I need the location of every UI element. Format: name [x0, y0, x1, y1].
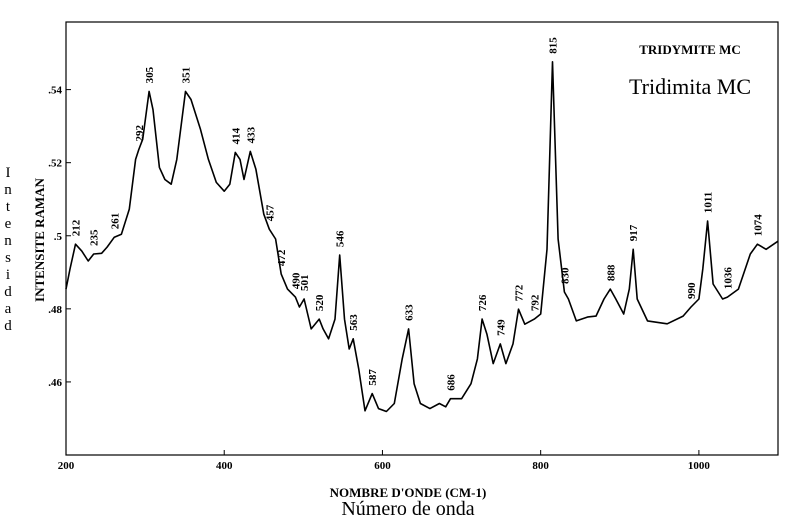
x-tick-label: 400 [216, 460, 233, 472]
peak-label: 305 [144, 66, 156, 83]
peak-label: 726 [477, 294, 489, 311]
peak-label: 563 [348, 314, 360, 331]
x-tick-label: 1000 [688, 460, 711, 472]
peak-label: 261 [109, 213, 121, 230]
peak-label: 1074 [752, 214, 764, 237]
y-tick-label: .48 [48, 304, 62, 316]
peak-label: 792 [529, 294, 541, 311]
peak-label: 686 [446, 374, 458, 391]
y-axis-label: INTENSITE RAMAN [32, 177, 47, 301]
peak-label: 749 [495, 319, 507, 336]
peak-label: 490 [290, 272, 302, 289]
peak-label: 501 [299, 275, 311, 292]
peak-label: 292 [134, 125, 146, 142]
peak-label: 815 [548, 37, 560, 54]
peak-label: 433 [245, 126, 257, 143]
y-axis-label-2: Intensidad [0, 165, 16, 335]
plot-frame [65, 21, 779, 456]
peak-label: 1011 [703, 192, 715, 213]
x-tick-label: 800 [532, 460, 549, 472]
x-axis-label-2: Número de onda [341, 498, 474, 518]
peak-label: 414 [230, 127, 242, 144]
peak-label: 587 [367, 369, 379, 386]
peak-label: 546 [335, 230, 347, 247]
x-tick-label: 200 [58, 460, 75, 472]
y-tick-label: .52 [48, 158, 62, 170]
peak-label: 633 [404, 304, 416, 321]
peak-label: 351 [181, 67, 193, 84]
chart-title: TRIDYMITE MC [639, 42, 740, 57]
y-tick-label: .5 [54, 231, 63, 243]
y-tick-label: .46 [48, 377, 62, 389]
chart-subtitle: Tridimita MC [629, 74, 751, 99]
x-tick-label: 600 [374, 460, 391, 472]
spectrum-line [65, 61, 779, 413]
peak-label: 772 [514, 284, 526, 301]
peak-label: 235 [89, 229, 101, 246]
peak-label: 1036 [722, 267, 734, 290]
peak-label: 212 [71, 219, 83, 236]
peak-label: 457 [264, 204, 276, 221]
x-axis-label: NOMBRE D'ONDE (CM-1) [330, 485, 487, 500]
peak-label: 472 [276, 249, 288, 266]
peak-label: 830 [559, 267, 571, 284]
peak-label: 990 [686, 282, 698, 299]
peak-label: 520 [314, 294, 326, 311]
y-tick-label: .54 [48, 85, 62, 97]
peak-label: 888 [605, 264, 617, 281]
peak-label: 917 [628, 224, 640, 241]
